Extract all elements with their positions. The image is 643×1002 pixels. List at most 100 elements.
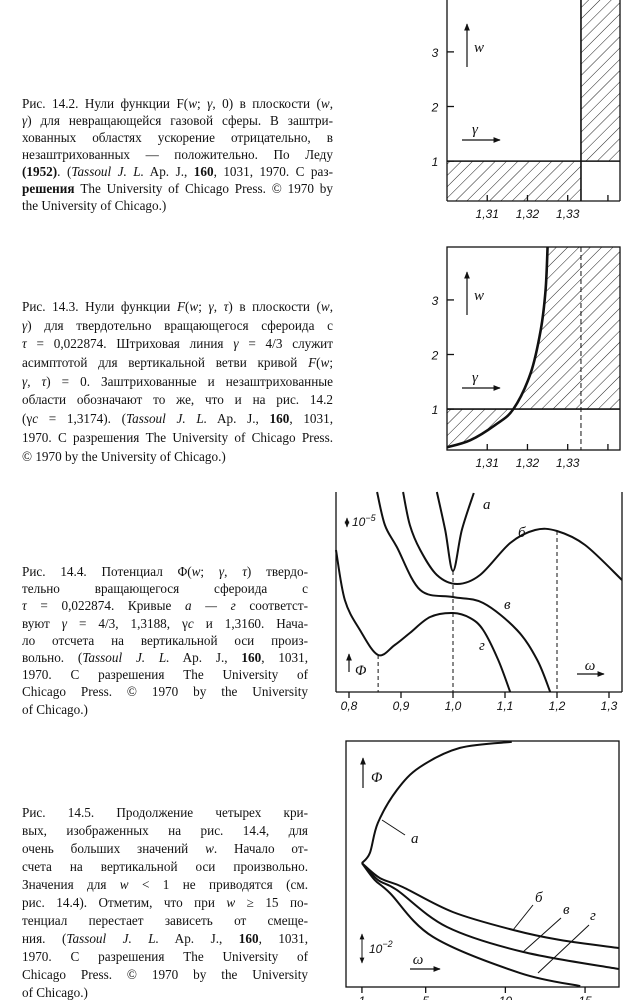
caption-line: Рис. 14.5. Продолжение четырех кри- <box>22 804 308 822</box>
caption-text: соответст- <box>235 598 308 614</box>
caption-text: ) = 0. Заштрихованные и незаштрихованные <box>46 373 333 389</box>
curve-label: б <box>518 525 526 541</box>
caption-text: w <box>188 96 197 111</box>
caption-text: = 4/3, 1,3188, γ <box>67 615 188 631</box>
hatched-region <box>447 409 514 448</box>
y-axis-label: Φ <box>355 663 367 679</box>
caption-text: ) для твердотельно вращающегося сфероида… <box>27 317 333 333</box>
caption-line: очень больших значений w. Начало от- <box>22 840 308 858</box>
scale-exponent: −5 <box>365 513 376 523</box>
x-tick-label: 1,31 <box>476 456 499 470</box>
x-tick-label: 5 <box>422 994 429 1000</box>
x-axis-label: ω <box>585 658 596 674</box>
caption-text: Ap. J., <box>207 411 270 427</box>
caption-text: γ <box>22 113 28 128</box>
caption-text: тельно вращающегося сфероида с <box>22 581 308 597</box>
caption-text: 160 <box>241 649 262 665</box>
caption-text: незаштрихованных — положительно. По Леду <box>22 147 333 162</box>
caption-text: τ <box>41 373 47 389</box>
caption-text: Tassoul J. L. <box>66 931 159 946</box>
x-tick-label: 15 <box>578 994 592 1000</box>
caption-text: ; <box>200 564 219 579</box>
leader-line <box>381 819 406 836</box>
y-tick-label: 1 <box>432 403 439 417</box>
x-tick-label: 1,32 <box>516 207 540 221</box>
curve-3 <box>335 549 512 693</box>
caption-text: , <box>329 299 334 314</box>
curve-3 <box>361 862 581 988</box>
figure-14-5: 151015абвгΦ10−2ω <box>345 740 620 1000</box>
curve-F-zero <box>446 246 549 449</box>
caption-text: 1970. С разрешения The University of Chi… <box>22 429 333 445</box>
curve-label: г <box>590 908 596 924</box>
caption-text: 160 <box>238 931 259 946</box>
caption-line: тельно вращающегося сфероида с <box>22 580 308 597</box>
caption-text: хованных областях ускорение отрицательно… <box>22 130 333 145</box>
caption-line: тенциал перестает зависеть от смеще- <box>22 912 308 930</box>
caption-text: , 1031, <box>258 931 309 946</box>
caption-text: τ <box>223 299 229 314</box>
caption-text: области обозначают то же, что и на рис. … <box>22 392 333 408</box>
caption-line: 1970. С разрешения The University of Chi… <box>22 429 333 448</box>
caption-text: вуют <box>22 615 62 631</box>
caption-text: ≥ 15 по- <box>235 895 309 910</box>
scale-exponent: −2 <box>382 939 392 949</box>
x-tick-label: 1,32 <box>516 456 540 470</box>
caption-text: = 4/3 служит <box>238 336 334 352</box>
caption-text: the University of Chicago.) <box>22 198 167 213</box>
caption-line: of Chicago.) <box>22 984 308 1002</box>
caption-text: 160 <box>269 411 290 427</box>
caption-text: ) для невращающейся газовой сферы. В заш… <box>27 113 333 128</box>
caption-text: Рис. 14.5. Продолжение четырех кри- <box>22 805 308 820</box>
caption-text: , <box>329 96 333 111</box>
caption-text: , 1031, 1970. С раз- <box>213 164 333 179</box>
caption-line: 1970. С разрешения The University of <box>22 666 308 683</box>
caption-line: γ, τ) = 0. Заштрихованные и незаштрихова… <box>22 373 333 392</box>
x-tick-label: 1,1 <box>497 699 514 713</box>
caption-text: ( <box>183 96 189 111</box>
caption-line: вых, изображенных на рис. 14.4, для <box>22 822 308 840</box>
caption-text: F <box>176 96 184 111</box>
caption-text: w <box>189 299 199 314</box>
curve-2 <box>376 491 552 693</box>
caption-text: ; <box>198 299 209 314</box>
caption-text: w <box>226 895 236 910</box>
caption-fig-14-2: Рис. 14.2. Нули функции F(w; γ, 0) в пло… <box>22 95 333 214</box>
caption-text: c <box>32 411 39 427</box>
curve-1 <box>361 862 619 949</box>
caption-text: γ <box>22 317 28 333</box>
curve-2 <box>361 862 619 970</box>
x-tick-label: 1,31 <box>476 207 499 221</box>
figure-14-4: 0,8 0,9 1,0 1,1 1,2 1,3 а б в г 10−5 Φ ω <box>335 491 623 713</box>
x-axis-label: ω <box>413 952 424 968</box>
caption-text: , 1031, <box>289 411 333 427</box>
caption-text: ; <box>197 96 208 111</box>
caption-fig-14-4: Рис. 14.4. Потенциал Φ(w; γ, τ) твердо-т… <box>22 563 308 718</box>
caption-text: Tassoul J. L. <box>71 164 144 179</box>
caption-text: γ <box>208 299 214 314</box>
y-tick-label: 3 <box>432 294 439 308</box>
caption-text: ло отсчета на вертикальной оси произ- <box>22 632 308 648</box>
x-tick-label: 1,33 <box>556 207 580 221</box>
caption-text: F <box>176 299 186 314</box>
curve-label: а <box>483 497 491 513</box>
caption-text: Tassoul J. L. <box>82 649 170 665</box>
y-axis-label: w <box>474 288 484 304</box>
caption-text: . ( <box>57 164 72 179</box>
caption-line: the University of Chicago.) <box>22 197 333 214</box>
caption-text: τ <box>22 598 27 614</box>
caption-text: 1970. С разрешения The University of <box>22 667 308 683</box>
caption-line: решения The University of Chicago Press.… <box>22 180 333 197</box>
caption-line: (γc = 1,3174). (Tassoul J. L. Ap. J., 16… <box>22 410 333 429</box>
caption-line: (1952). (Tassoul J. L. Ap. J., 160, 1031… <box>22 163 333 180</box>
scale-label: 10−2 <box>369 939 393 956</box>
caption-text: w <box>205 841 214 856</box>
caption-line: вуют γ = 4/3, 1,3188, γc и 1,3160. Нача- <box>22 615 308 632</box>
caption-text: , <box>224 564 243 579</box>
caption-text: w <box>191 564 201 579</box>
caption-text: The University of Chicago Press. © 1970 … <box>74 181 333 196</box>
curve-0 <box>435 491 475 573</box>
curve-label: в <box>504 597 511 613</box>
leader-line <box>512 904 534 931</box>
